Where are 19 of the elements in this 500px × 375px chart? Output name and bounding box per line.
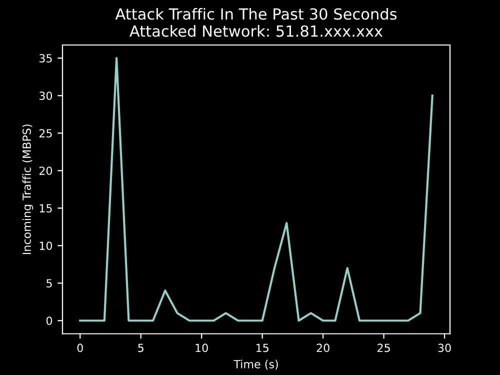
x-tick-label: 20 [316, 344, 330, 352]
y-tick-label: 15 [40, 204, 52, 213]
y-axis-title: Incoming Traffic (MBPS) [22, 124, 34, 254]
y-tick-label: 20 [39, 166, 52, 176]
x-tick-label: 0 [77, 344, 83, 352]
x-tick-label: 5 [138, 344, 144, 352]
x-tick-label: 15 [256, 344, 268, 352]
y-tick-label: 30 [39, 92, 52, 100]
line-series [79, 57, 434, 322]
y-tick-label: 35 [39, 54, 52, 63]
chart-title: Attack Traffic In The Past 30 Seconds Attacked Network: 51.81.xxx.xxx [115, 8, 397, 37]
y-tick-label: 25 [39, 129, 52, 138]
x-tick-label: 30 [438, 344, 451, 352]
y-tick-label: 10 [40, 242, 52, 250]
x-tick-label: 10 [196, 344, 208, 352]
y-tick-label: 0 [46, 316, 52, 326]
x-tick-label: 25 [378, 344, 390, 352]
x-axis-title: Time (s) [234, 360, 278, 370]
y-tick-label: 5 [46, 279, 52, 288]
